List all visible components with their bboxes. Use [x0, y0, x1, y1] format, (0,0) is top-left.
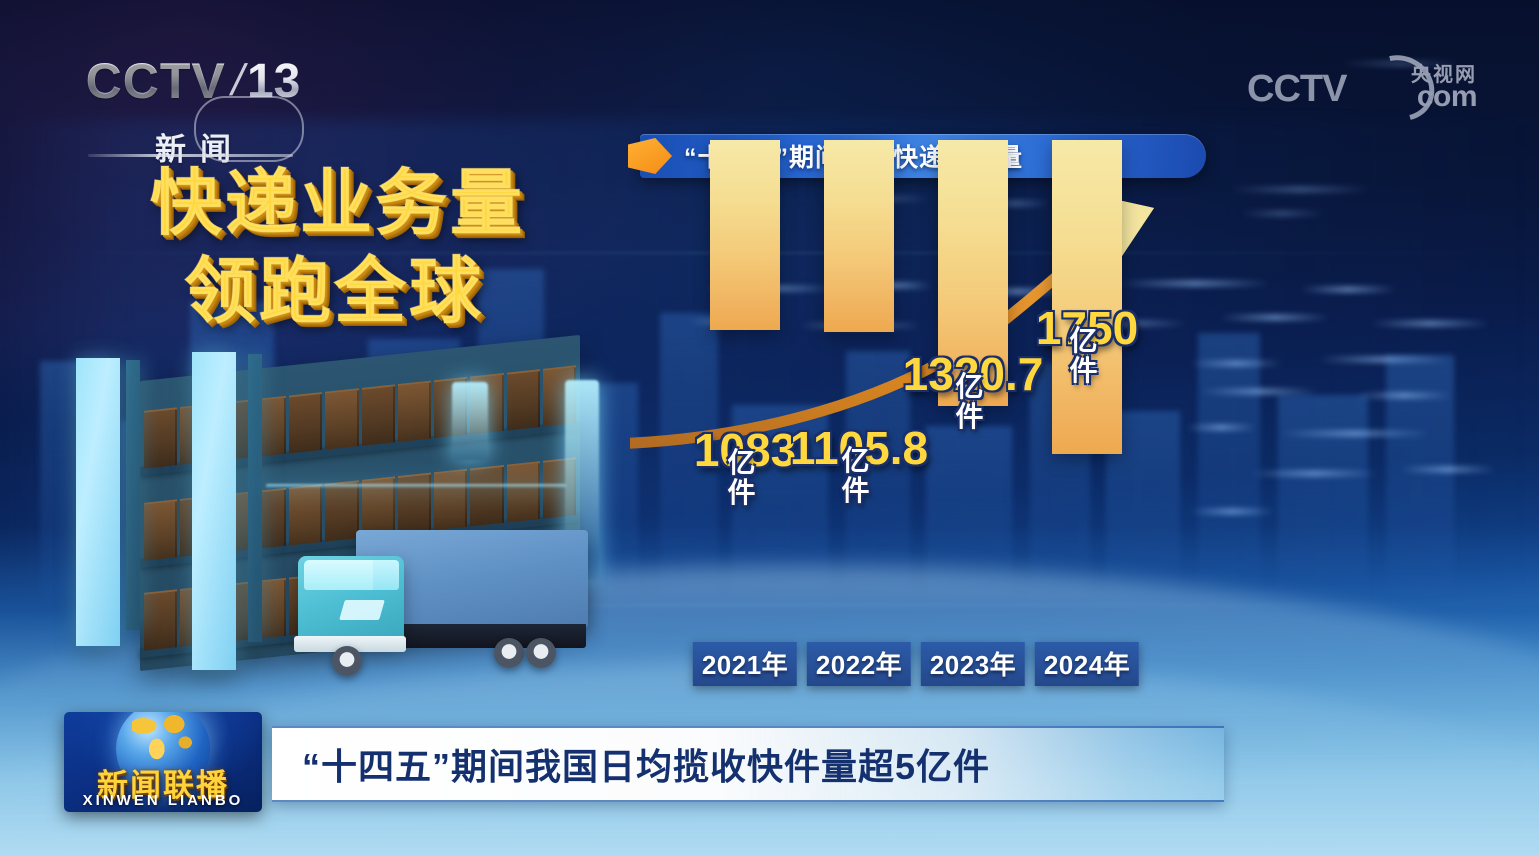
cctv-wordmark: CCTV [85, 53, 226, 109]
bar-year-label-2021: 2021年 [692, 642, 798, 686]
program-name-en: XINWEN LIANBO [82, 792, 244, 809]
bar-group-2023[interactable]: 1320.7 亿件 2023年 [903, 140, 1043, 686]
bar-2021 [710, 140, 780, 330]
watermark-brand: CCTV [1247, 68, 1347, 110]
globe-icon [116, 712, 210, 796]
bar-unit-2023: 亿件 [955, 371, 985, 432]
warehouse-pillar-2 [192, 352, 236, 670]
story-headline: “十四五”期间我国日均揽收快件量超5亿件 [302, 746, 991, 787]
watermark-com-label: com [1416, 80, 1478, 113]
program-name-cn: 新闻联播 [97, 768, 229, 803]
truck-bumper [294, 636, 406, 652]
chart-bars: 1083 亿件 2021年 1105.8 亿件 2022年 1320.7 亿件 … [692, 120, 1220, 686]
watermark-cn-label: 央视网 [1411, 64, 1477, 86]
chart-title-marker-icon [628, 138, 672, 174]
bar-year-label-2022: 2022年 [806, 642, 912, 686]
bar-value-2022: 1105.8 [789, 422, 929, 474]
bar-value-2024: 1750 [1035, 302, 1139, 354]
bar-2023 [938, 140, 1008, 406]
bar-unit-2022: 亿件 [841, 445, 871, 506]
warehouse-illustration [60, 334, 640, 702]
bar-2024 [1052, 140, 1122, 454]
bar-2022 [824, 140, 894, 332]
cctv13-logo: CCTV / 13 新闻 [78, 52, 308, 167]
cctv-logo-underline [88, 154, 293, 157]
bar-group-2021[interactable]: 1083 亿件 2021年 [692, 140, 798, 686]
main-headline: 快递业务量 领跑全球 [150, 160, 620, 336]
delivery-volume-chart: “十四五”期间我国快递业务量 1083 亿件 2021年 [628, 120, 1220, 686]
headline-line-2: 领跑全球 [184, 252, 485, 333]
truck-door-accent [339, 600, 385, 620]
bar-year-label-2024: 2024年 [1034, 642, 1140, 686]
cctv-slash: / [226, 56, 250, 105]
bar-unit-2024: 亿件 [1069, 325, 1099, 386]
headline-line-1: 快递业务量 [150, 164, 526, 245]
cctv-channel-number: 13 [246, 54, 301, 108]
cctv-com-watermark: CCTV 央视网 com [1247, 42, 1478, 134]
truck-wheel-rear-2 [526, 638, 556, 668]
delivery-truck [294, 524, 588, 676]
warehouse-glow-shelf [266, 484, 566, 488]
bar-unit-2021: 亿件 [727, 447, 757, 508]
story-banner: “十四五”期间我国日均揽收快件量超5亿件 [272, 726, 1224, 802]
program-logo-badge: 新闻联播 XINWEN LIANBO [64, 712, 262, 812]
bar-group-2024[interactable]: 1750 亿件 2024年 [1034, 140, 1140, 686]
truck-wheel-front [332, 646, 362, 676]
truck-cab [298, 556, 404, 642]
bar-value-2021: 1083 [693, 424, 797, 476]
bar-group-2022[interactable]: 1105.8 亿件 2022年 [790, 140, 928, 686]
lower-third: 新闻联播 XINWEN LIANBO “十四五”期间我国日均揽收快件量超5亿件 [64, 712, 1224, 812]
warehouse-pillar-1 [76, 358, 120, 646]
bar-value-2023: 1320.7 [902, 348, 1044, 400]
rack-upright-left [126, 360, 140, 630]
bar-year-label-2023: 2023年 [920, 642, 1026, 686]
warehouse-glow-1 [452, 382, 488, 460]
truck-windshield [304, 560, 399, 590]
rack-upright-mid [248, 354, 262, 642]
truck-wheel-rear-1 [494, 638, 524, 668]
